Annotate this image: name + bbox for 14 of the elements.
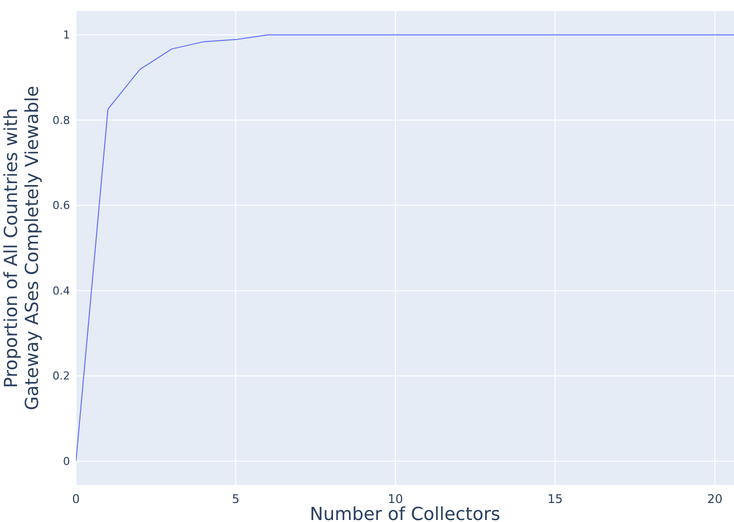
y-tick-label: 1 — [63, 28, 70, 42]
x-tick-label: 10 — [388, 492, 404, 506]
y-tick-label: 0 — [63, 454, 70, 468]
x-tick-label: 0 — [72, 492, 80, 506]
line-series — [76, 34, 734, 462]
x-tick-label: 15 — [547, 492, 563, 506]
y-axis-title: Proportion of All Countries with Gateway ASes Completely Viewable — [1, 86, 43, 410]
y-tick-label: 0.6 — [52, 199, 70, 212]
y-tick-label: 0.4 — [52, 284, 70, 298]
x-tick-label: 5 — [232, 492, 240, 506]
y-tick-label: 0.2 — [52, 370, 70, 383]
x-tick-label: 20 — [707, 492, 722, 506]
y-tick-label: 0.8 — [52, 114, 70, 127]
x-axis-title: Number of Collectors — [310, 504, 500, 522]
